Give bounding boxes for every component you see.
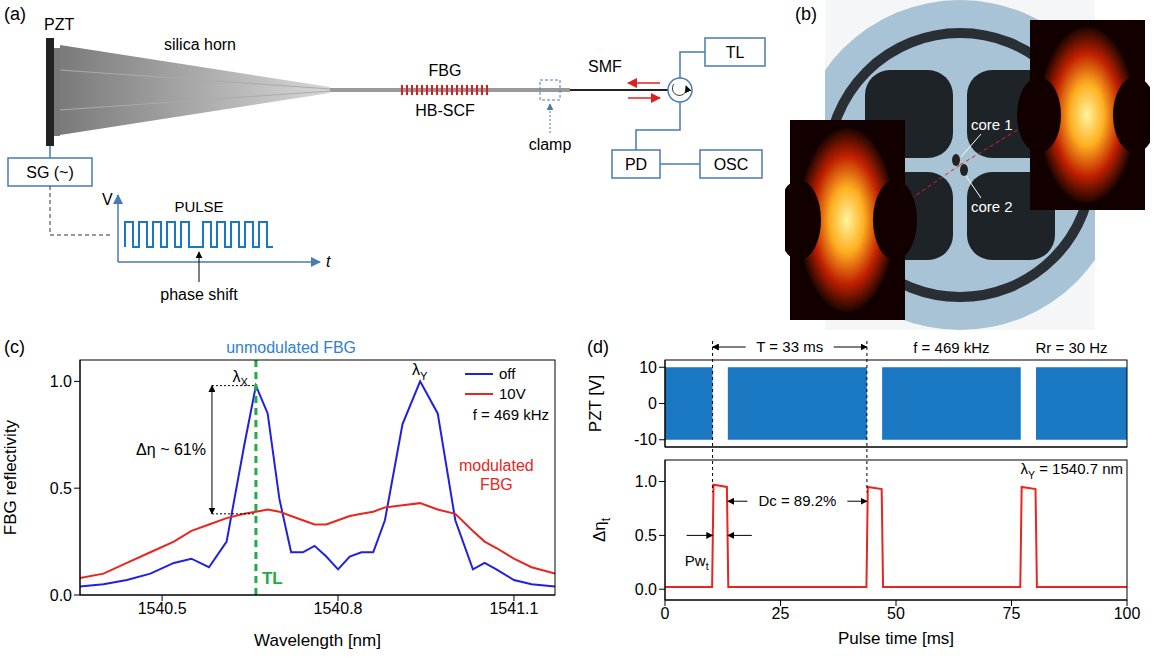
svg-text:Δηt​: Δηt​ — [590, 517, 613, 542]
svg-text:0.0: 0.0 — [50, 587, 72, 604]
svg-text:modulated: modulated — [459, 457, 534, 474]
svg-text:f = 469 kHz: f = 469 kHz — [913, 339, 989, 356]
svg-text:Dc = 89.2%: Dc = 89.2% — [758, 492, 836, 509]
svg-text:core 1: core 1 — [971, 116, 1013, 133]
svg-text:100: 100 — [1114, 605, 1141, 622]
svg-text:TL: TL — [726, 44, 745, 61]
svg-text:off: off — [499, 365, 516, 382]
svg-text:0.5: 0.5 — [635, 527, 657, 544]
svg-text:1.0: 1.0 — [635, 473, 657, 490]
svg-text:Δη ~ 61%: Δη ~ 61% — [136, 441, 206, 458]
svg-text:1540.5: 1540.5 — [138, 600, 187, 617]
svg-text:10: 10 — [639, 359, 657, 376]
svg-text:1540.8: 1540.8 — [314, 600, 363, 617]
svg-text:OSC: OSC — [714, 156, 749, 173]
svg-text:core 2: core 2 — [971, 198, 1013, 215]
svg-text:0.0: 0.0 — [635, 581, 657, 598]
svg-text:t: t — [326, 253, 331, 270]
svg-text:FBG: FBG — [429, 62, 462, 79]
svg-text:Rr = 30 Hz: Rr = 30 Hz — [1036, 339, 1108, 356]
svg-text:V: V — [102, 191, 113, 208]
svg-text:Pulse time [ms]: Pulse time [ms] — [838, 629, 954, 648]
svg-text:0.5: 0.5 — [50, 480, 72, 497]
svg-text:PULSE: PULSE — [174, 198, 223, 215]
svg-text:TL: TL — [262, 569, 283, 588]
svg-text:HB-SCF: HB-SCF — [415, 102, 475, 119]
svg-text:10V: 10V — [499, 385, 526, 402]
svg-text:λX​: λX​ — [232, 368, 248, 389]
svg-text:PD: PD — [625, 156, 647, 173]
svg-text:FBG reflectivity: FBG reflectivity — [1, 419, 20, 535]
svg-text:T = 33 ms: T = 33 ms — [756, 338, 823, 355]
svg-text:f = 469 kHz: f = 469 kHz — [473, 406, 549, 423]
svg-text:(c): (c) — [4, 337, 25, 357]
svg-text:1.0: 1.0 — [50, 373, 72, 390]
svg-text:FBG: FBG — [480, 476, 513, 493]
svg-text:75: 75 — [1003, 605, 1021, 622]
svg-text:Pwt​: Pwt​ — [685, 552, 709, 573]
svg-text:phase shift: phase shift — [160, 286, 238, 303]
svg-text:-10: -10 — [634, 431, 657, 448]
svg-text:25: 25 — [772, 605, 790, 622]
svg-text:0: 0 — [661, 605, 670, 622]
svg-text:(b): (b) — [795, 4, 817, 24]
svg-text:silica horn: silica horn — [164, 36, 236, 53]
svg-text:SMF: SMF — [588, 58, 622, 75]
svg-text:λY​: λY​ — [412, 361, 428, 382]
svg-text:Wavelength [nm]: Wavelength [nm] — [254, 631, 381, 650]
svg-text:SG (~): SG (~) — [26, 164, 74, 181]
svg-text:50: 50 — [887, 605, 905, 622]
svg-text:PZT: PZT — [44, 16, 74, 33]
svg-text:clamp: clamp — [529, 136, 572, 153]
svg-text:PZT [V]: PZT [V] — [586, 375, 605, 432]
svg-text:(d): (d) — [587, 337, 609, 357]
svg-text:unmodulated FBG: unmodulated FBG — [226, 339, 356, 356]
svg-text:(a): (a) — [4, 4, 26, 24]
svg-text:0: 0 — [648, 395, 657, 412]
svg-text:λY = 1540.7 nm: λY = 1540.7 nm — [1021, 460, 1124, 481]
svg-text:1541.1: 1541.1 — [489, 600, 538, 617]
